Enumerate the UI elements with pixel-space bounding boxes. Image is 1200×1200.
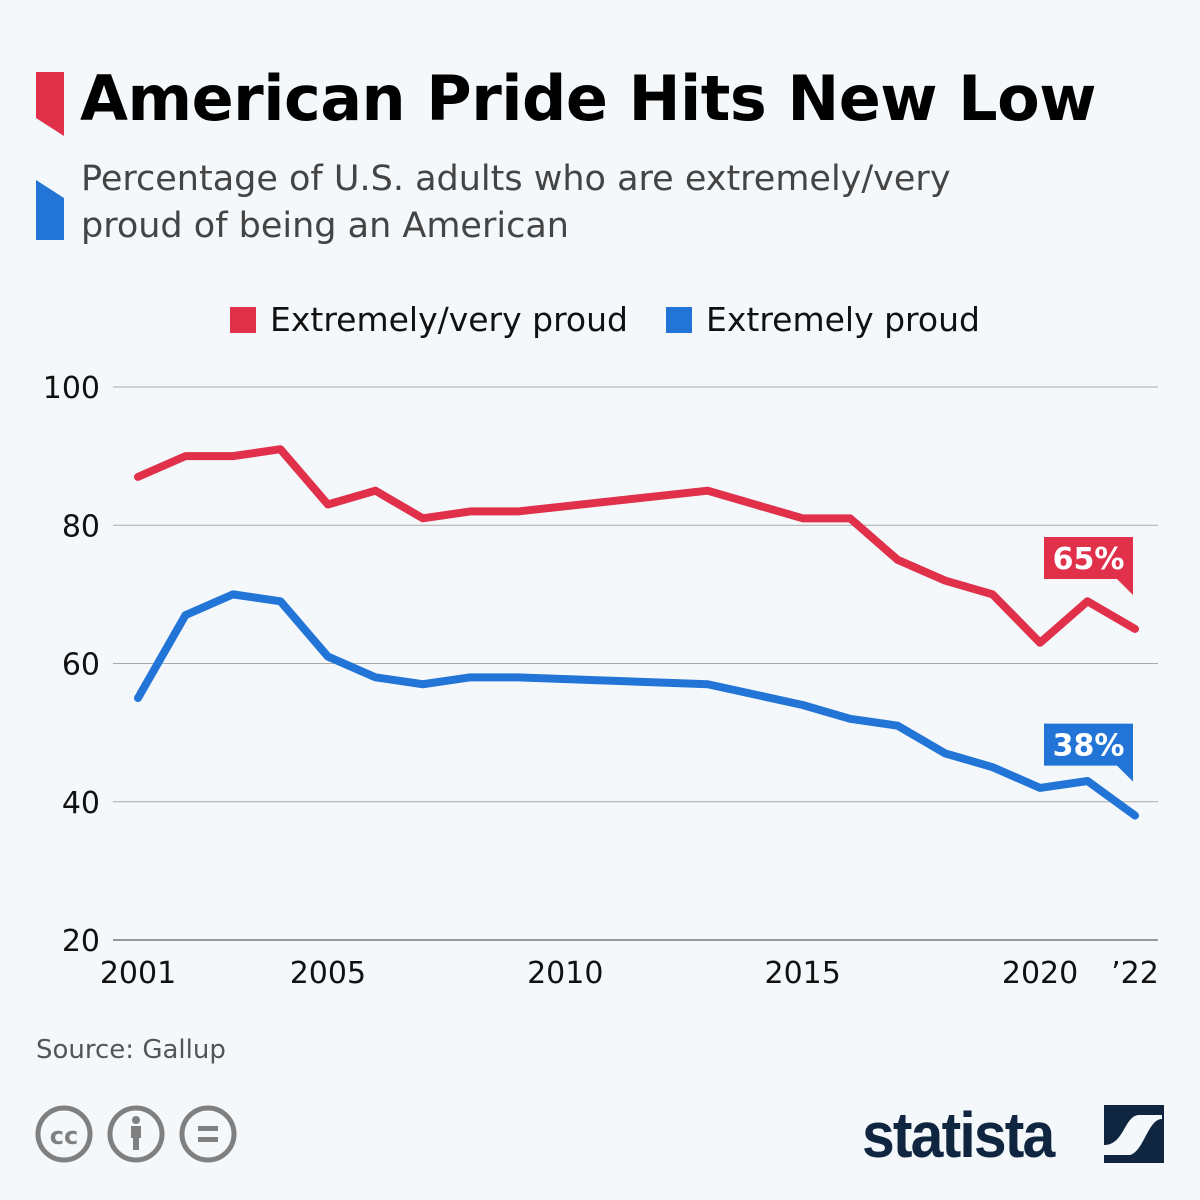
legend-label: Extremely/very proud [270, 300, 628, 339]
x-tick-label: ’22 [1111, 956, 1159, 991]
x-tick-label: 2010 [527, 956, 603, 991]
y-tick-label: 60 [62, 648, 100, 683]
end-value-label: 38% [1053, 729, 1125, 764]
statista-logo: statista [862, 1099, 1055, 1171]
svg-text:cc: cc [50, 1122, 78, 1150]
legend-swatch-red [230, 306, 256, 333]
series-line-extremely-very-proud [134, 445, 1139, 647]
legend-item-extremely-very-proud: Extremely/very proud [230, 300, 628, 339]
legend-label: Extremely proud [706, 300, 980, 339]
attribution-icon[interactable] [107, 1105, 165, 1163]
y-tick-label: 80 [62, 509, 100, 544]
legend: Extremely/very proud Extremely proud [230, 300, 1018, 339]
chart-title: American Pride Hits New Low [80, 62, 1097, 135]
title-accent-icon [36, 72, 64, 136]
y-tick-label: 100 [43, 371, 100, 406]
x-tick-label: 2020 [1002, 956, 1078, 991]
x-tick-label: 2001 [100, 956, 176, 991]
subtitle-accent-icon [36, 180, 64, 240]
statista-logo-icon [1104, 1105, 1164, 1163]
chart-subtitle: Percentage of U.S. adults who are extrem… [81, 159, 951, 246]
end-value-label: 65% [1053, 542, 1125, 577]
license-icons: cc [35, 1105, 237, 1163]
end-label-callout [1044, 723, 1133, 782]
end-label-callout [1044, 536, 1133, 595]
x-tick-label: 2015 [764, 956, 840, 991]
y-tick-label: 40 [62, 786, 100, 821]
legend-swatch-blue [666, 306, 692, 333]
no-derivatives-icon[interactable] [179, 1105, 237, 1163]
x-tick-label: 2005 [290, 956, 366, 991]
creative-commons-icon[interactable]: cc [35, 1105, 93, 1163]
legend-item-extremely-proud: Extremely proud [666, 300, 980, 339]
y-tick-label: 20 [62, 924, 100, 959]
source-note: Source: Gallup [36, 1035, 226, 1065]
series-line-extremely-proud [134, 590, 1139, 820]
